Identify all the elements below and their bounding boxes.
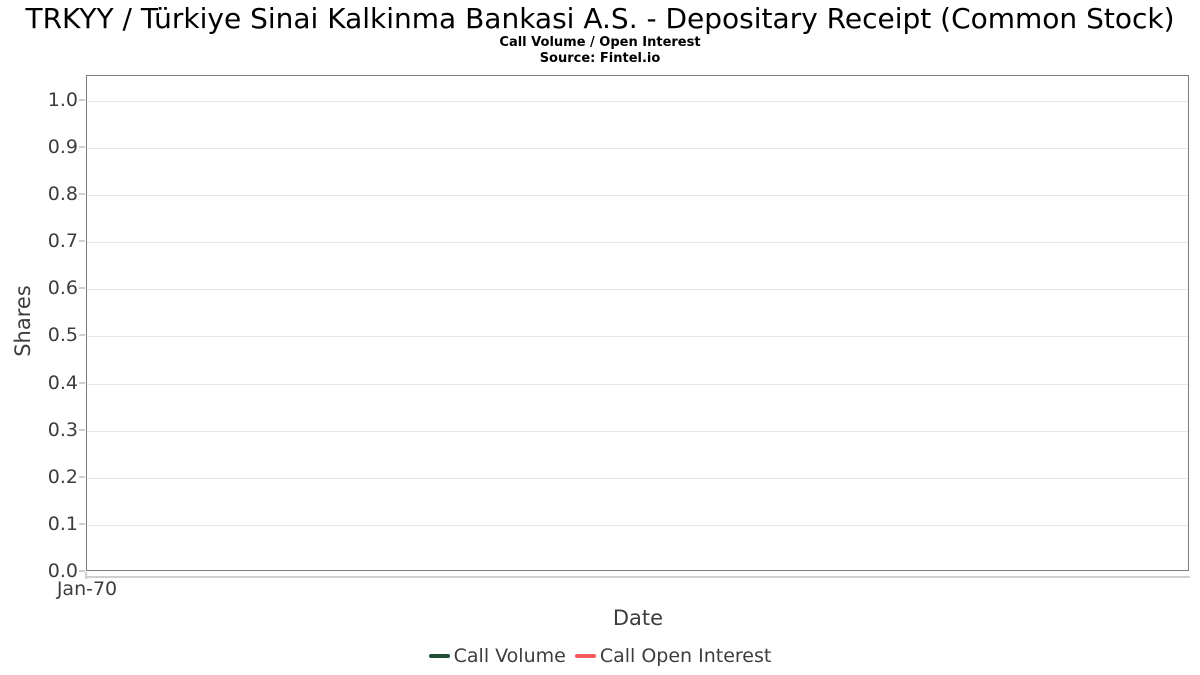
y-tick-label: 0.5 (47, 324, 78, 347)
gridline (87, 195, 1188, 197)
gridline (87, 336, 1188, 338)
y-tick-label: 0.8 (47, 183, 78, 206)
y-tick-mark (79, 381, 85, 384)
y-tick-mark (79, 428, 85, 431)
x-tick-mark (85, 572, 87, 579)
gridline (87, 477, 1188, 479)
call-open-interest-line-marker-icon (574, 654, 596, 658)
legend-item-call-volume[interactable]: Call Volume (428, 645, 566, 667)
x-tick-label: Jan-70 (56, 578, 118, 600)
x-axis-title: Date (612, 606, 664, 630)
gridline (87, 430, 1188, 432)
y-tick-label: 0.3 (47, 418, 78, 441)
y-tick-mark (79, 287, 85, 290)
y-tick-mark (79, 146, 85, 149)
y-tick-label: 1.0 (47, 88, 78, 111)
y-tick-label: 0.1 (47, 512, 78, 535)
legend-label: Call Open Interest (599, 645, 772, 667)
gridline (87, 383, 1188, 385)
legend: Call Volume Call Open Interest (0, 645, 1200, 667)
gridline (87, 242, 1188, 244)
chart-source-label: Source: Fintel.io (539, 51, 661, 66)
gridline (87, 100, 1188, 102)
y-tick-label: 0.9 (47, 136, 78, 159)
x-axis-line (86, 576, 1190, 578)
chart-subtitle: Call Volume / Open Interest (499, 35, 701, 50)
y-tick-mark (79, 98, 85, 101)
y-tick-mark (79, 522, 85, 525)
y-tick-label: 0.4 (47, 371, 78, 394)
plot-area (86, 75, 1189, 571)
legend-label: Call Volume (453, 645, 566, 667)
y-tick-mark (79, 240, 85, 243)
chart-title: TRKYY / Türkiye Sinai Kalkinma Bankasi A… (25, 2, 1175, 35)
y-tick-mark (79, 570, 85, 572)
y-tick-label: 0.7 (47, 230, 78, 253)
call-volume-line-marker-icon (428, 654, 450, 658)
y-tick-mark (79, 475, 85, 478)
y-tick-label: 0.6 (47, 277, 78, 300)
gridline (87, 289, 1188, 291)
legend-item-call-open-interest[interactable]: Call Open Interest (574, 645, 772, 667)
y-tick-label: 0.0 (47, 560, 78, 582)
y-tick-label: 0.2 (47, 465, 78, 488)
gridline (87, 524, 1188, 526)
gridline (87, 148, 1188, 150)
y-tick-mark (79, 334, 85, 337)
y-tick-mark (79, 193, 85, 196)
